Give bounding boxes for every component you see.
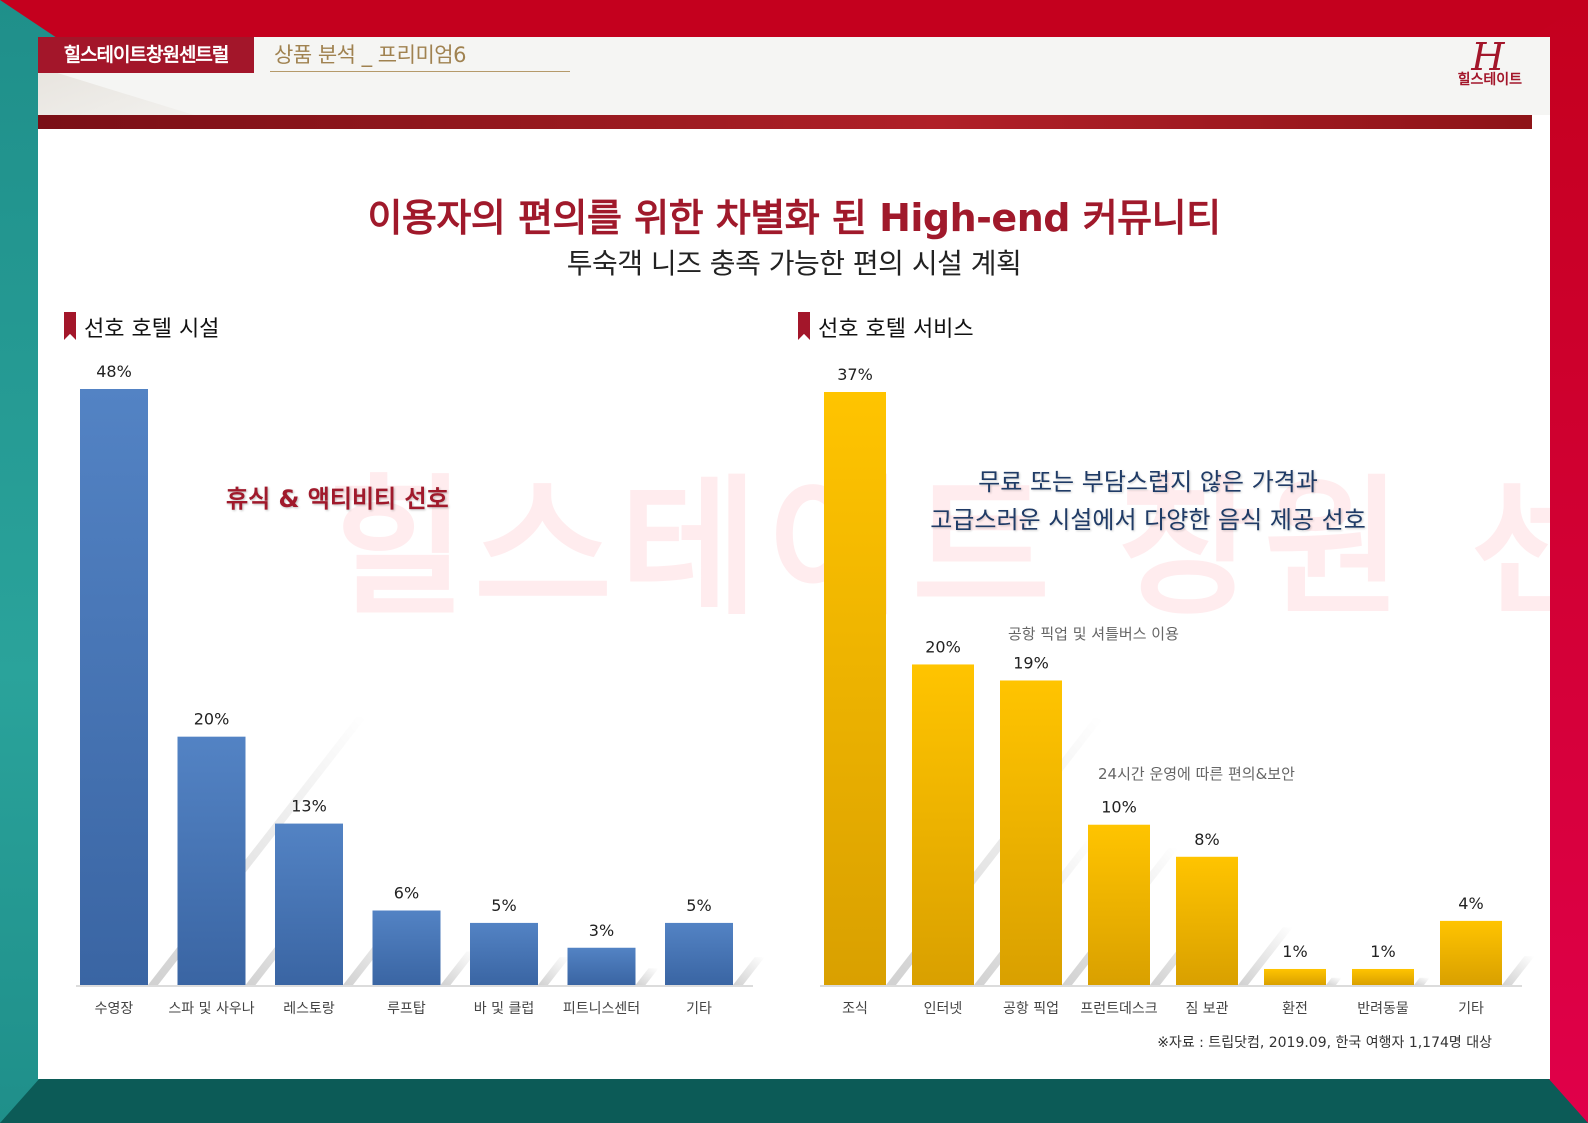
annotation-rest-activity: 휴식 & 액티비티 선호 <box>226 485 449 513</box>
bar-shadow <box>1502 956 1535 985</box>
bar-service-2 <box>1000 680 1062 985</box>
header-band <box>38 115 1532 129</box>
note-airport-pickup: 공항 픽업 및 셔틀버스 이용 <box>1008 625 1179 643</box>
annotation-food: 무료 또는 부담스럽지 않은 가격과 고급스러운 시설에서 다양한 음식 제공 … <box>908 463 1388 539</box>
value-label-facility-2: 13% <box>291 797 327 816</box>
category-label-service-6: 반려동물 <box>1357 1001 1409 1017</box>
sub-title: 투숙객 니즈 충족 가능한 편의 시설 계획 <box>566 247 1022 280</box>
bar-charts: 48% 수영장 20% 스파 및 사우나 13% 레스토랑 6% 루프탑 5% 바 및 클럽 3% 피… <box>76 362 1535 1017</box>
bar-shadow <box>733 957 765 985</box>
section-underline <box>270 71 570 72</box>
bar-facility-3 <box>372 910 441 985</box>
annotation-food-line2: 고급스러운 시설에서 다양한 음식 제공 선호 <box>930 506 1366 534</box>
bar-shadow <box>1238 927 1293 985</box>
value-label-service-7: 4% <box>1458 894 1483 913</box>
brand-label: 힐스테이트창원센트럴 <box>38 37 254 73</box>
bar-service-5 <box>1264 968 1326 985</box>
bar-facility-2 <box>275 823 343 985</box>
value-label-facility-6: 5% <box>686 896 711 915</box>
bar-facility-0 <box>80 389 148 985</box>
category-label-facility-1: 스파 및 사우나 <box>168 1001 254 1017</box>
bar-facility-4 <box>470 922 538 985</box>
category-label-facility-0: 수영장 <box>95 1001 134 1017</box>
value-label-facility-3: 6% <box>394 884 419 903</box>
bar-facility-1 <box>177 736 246 985</box>
watermark: 힐스테이트 창원 센트럴 <box>328 462 1550 636</box>
value-label-facility-0: 48% <box>96 362 132 381</box>
value-label-service-1: 20% <box>925 637 961 656</box>
category-label-facility-5: 피트니스센터 <box>563 1001 640 1017</box>
bookmark-icon <box>64 312 76 340</box>
category-label-facility-4: 바 및 클럽 <box>474 1001 534 1017</box>
value-label-service-6: 1% <box>1370 942 1395 961</box>
source-note: ※자료 : 트립닷컴, 2019.09, 한국 여행자 1,174명 대상 <box>1157 1035 1492 1051</box>
bookmark-icon <box>798 312 810 340</box>
bar-shadow <box>635 968 659 985</box>
bar-service-4 <box>1176 856 1238 985</box>
logo-mark: H <box>1471 37 1505 79</box>
category-label-service-0: 조식 <box>842 1001 868 1017</box>
main-title: 이용자의 편의를 위한 차별화 된 High-end 커뮤니티 <box>367 196 1221 240</box>
bar-shadow <box>1326 977 1342 985</box>
value-label-service-0: 37% <box>837 365 873 384</box>
value-label-facility-5: 3% <box>589 921 614 940</box>
bar-service-0 <box>824 392 886 985</box>
bar-facility-6 <box>665 922 733 985</box>
bar-facility-5 <box>567 947 636 985</box>
category-label-facility-6: 기타 <box>686 1001 712 1017</box>
category-label-service-4: 짐 보관 <box>1185 1001 1228 1017</box>
bar-service-6 <box>1352 968 1414 985</box>
value-label-service-5: 1% <box>1282 942 1307 961</box>
bar-shadow <box>538 957 570 985</box>
category-label-facility-3: 루프탑 <box>387 1001 426 1017</box>
annotation-food-line1: 무료 또는 부담스럽지 않은 가격과 <box>978 468 1318 496</box>
category-label-service-5: 환전 <box>1282 1001 1308 1017</box>
header: 힐스테이트창원센트럴 상품 분석 _ 프리미엄6 H 힐스테이트 <box>38 37 1550 115</box>
note-24h: 24시간 운영에 따른 편의&보안 <box>1098 765 1295 783</box>
value-label-facility-1: 20% <box>194 710 230 729</box>
value-label-service-3: 10% <box>1101 798 1137 817</box>
value-label-service-2: 19% <box>1013 653 1049 672</box>
bar-service-7 <box>1440 920 1502 985</box>
section-title: 상품 분석 _ 프리미엄6 <box>274 43 466 67</box>
bar-shadow <box>1414 977 1430 985</box>
slide: 힐스테이트창원센트럴 상품 분석 _ 프리미엄6 H 힐스테이트 이용자의 편의… <box>38 37 1550 1079</box>
category-label-service-7: 기타 <box>1458 1001 1484 1017</box>
category-label-service-1: 인터넷 <box>924 1001 963 1017</box>
bar-service-1 <box>912 664 974 985</box>
value-label-facility-4: 5% <box>491 896 516 915</box>
bar-service-3 <box>1088 824 1150 985</box>
category-label-service-3: 프런트데스크 <box>1080 1001 1157 1017</box>
logo-text: 힐스테이트 <box>1457 72 1522 88</box>
bar-shadow <box>440 951 477 985</box>
category-label-service-2: 공항 픽업 <box>1003 1001 1059 1017</box>
chart-title-facilities: 선호 호텔 시설 <box>84 317 220 342</box>
frame-bottom <box>0 1078 1588 1123</box>
chart-title-services: 선호 호텔 서비스 <box>818 317 974 342</box>
value-label-service-4: 8% <box>1194 830 1219 849</box>
category-label-facility-2: 레스토랑 <box>283 1001 335 1017</box>
